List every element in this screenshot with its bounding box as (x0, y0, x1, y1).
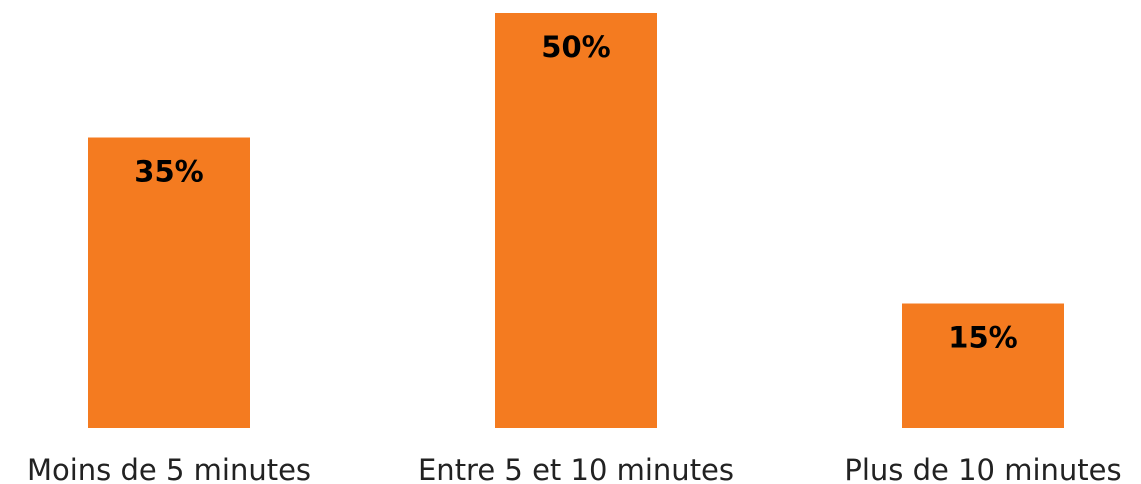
category-label-2: Entre 5 et 10 minutes (418, 453, 734, 484)
bar-3 (902, 303, 1064, 428)
value-labels-group: 35% 50% 15% (134, 30, 1017, 355)
bar-value-label-3: 15% (948, 321, 1017, 355)
bar-value-label-1: 35% (134, 155, 203, 189)
category-labels-group: Moins de 5 minutes Entre 5 et 10 minutes P… (27, 453, 1122, 484)
bar-value-label-2: 50% (541, 30, 610, 64)
bar-1 (88, 137, 250, 428)
bar-2 (495, 13, 657, 428)
category-label-3: Plus de 10 minutes (844, 453, 1121, 484)
category-label-1: Moins de 5 minutes (27, 453, 311, 484)
bars-group (88, 13, 1064, 428)
